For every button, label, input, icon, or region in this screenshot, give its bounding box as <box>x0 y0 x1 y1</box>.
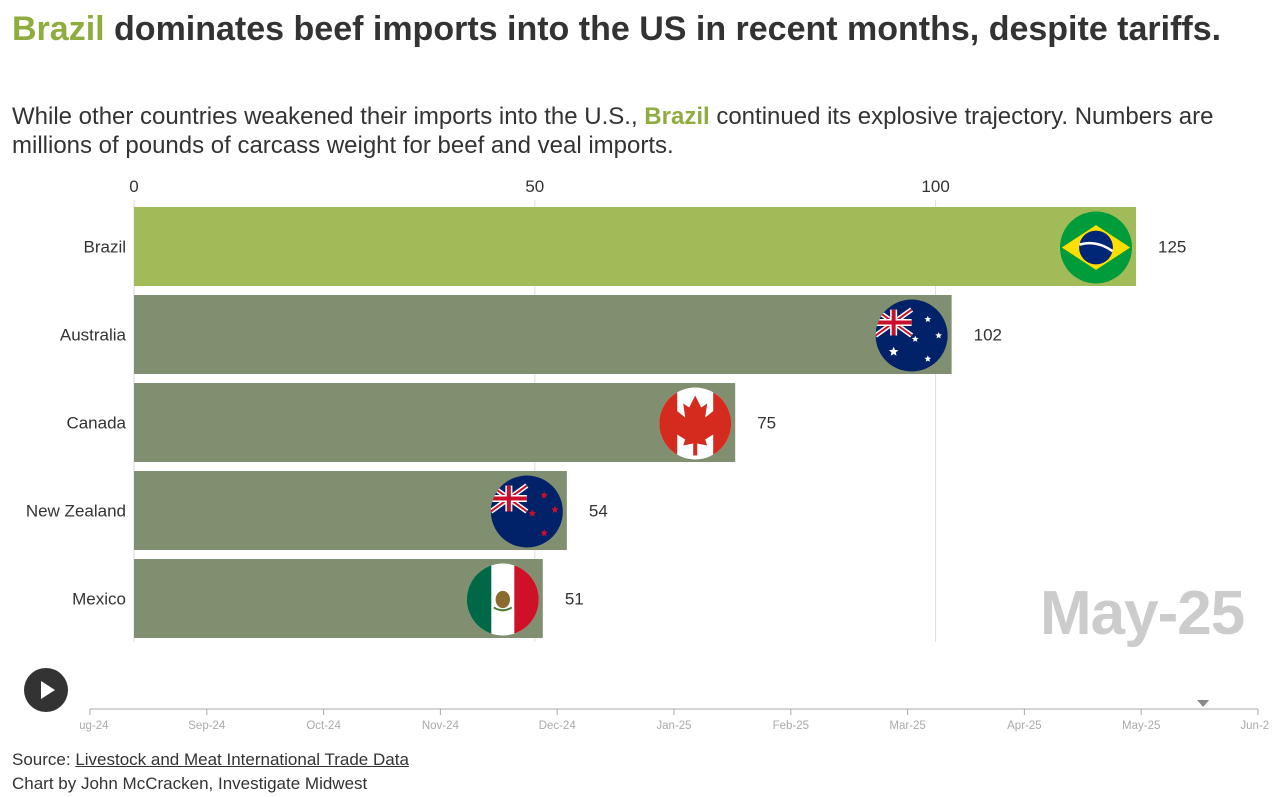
timeline-tick-label: Mar-25 <box>889 720 925 732</box>
flag-star <box>924 355 932 362</box>
bar <box>134 207 1136 286</box>
title-highlight: Brazil <box>12 10 105 48</box>
flag-star <box>924 315 932 323</box>
chart-title: Brazil dominates beef imports into the U… <box>12 8 1252 50</box>
x-tick-label: 50 <box>525 177 544 196</box>
union-jack-cross-red <box>490 485 527 512</box>
maple-leaf-icon <box>669 395 722 456</box>
value-label: 51 <box>565 590 584 609</box>
timeline-tick-label: Jun-25 <box>1240 720 1270 732</box>
flag-star <box>935 332 942 339</box>
bar <box>134 383 736 462</box>
category-label: Australia <box>60 326 127 345</box>
flag-star <box>888 346 899 356</box>
flag-star <box>540 491 548 499</box>
play-button[interactable] <box>24 668 68 712</box>
timeline-tick-label: Aug-24 <box>80 720 109 732</box>
title-text: dominates beef imports into the US in re… <box>104 10 1222 48</box>
category-label: Mexico <box>72 590 126 609</box>
value-label: 75 <box>757 414 776 433</box>
bar-chart: 0 50 100 Brazil 125 Australia 102 Canada 75 New Z… <box>26 177 1186 642</box>
subtitle-text-start: While other countries weakened their imp… <box>12 103 645 130</box>
timeline-tick-label: Jan-25 <box>656 720 691 732</box>
timeline-tick-label: Feb-25 <box>773 720 809 732</box>
emblem-wreath <box>493 606 513 612</box>
flag-band <box>1079 241 1114 253</box>
source-link[interactable]: Livestock and Meat International Trade D… <box>75 750 409 769</box>
timeline-tick-label: Oct-24 <box>306 720 341 732</box>
eagle-emblem <box>495 590 511 609</box>
x-tick-label: 100 <box>921 177 949 196</box>
flag-star <box>551 505 559 513</box>
timeline-tick-label: Apr-25 <box>1007 720 1042 732</box>
flag-globe <box>1079 230 1113 265</box>
mexico-flag-icon <box>466 563 539 636</box>
timeline-tick-label: Sep-24 <box>188 720 226 732</box>
value-label: 125 <box>1158 238 1186 257</box>
chart-subtitle: While other countries weakened their imp… <box>12 102 1262 160</box>
source-line: Source: Livestock and Meat International… <box>12 749 409 771</box>
flag-star <box>528 509 537 517</box>
union-jack-cross-red <box>875 309 912 336</box>
category-label: Brazil <box>83 238 126 257</box>
source-prefix: Source: <box>12 750 76 769</box>
period-watermark: May-25 <box>1040 579 1245 648</box>
new-zealand-flag-icon <box>490 475 563 548</box>
chart-credit: Chart by John McCracken, Investigate Mid… <box>12 774 368 793</box>
timeline-slider[interactable]: Aug-24 Sep-24 Oct-24 Nov-24 Dec-24 Jan-25 Feb-… <box>80 690 1270 740</box>
timeline-tick-label: Nov-24 <box>422 720 460 732</box>
flag-star <box>540 529 548 537</box>
value-label: 54 <box>589 502 608 521</box>
category-label: New Zealand <box>26 502 126 521</box>
timeline-handle[interactable] <box>1197 700 1210 707</box>
play-icon <box>41 681 55 699</box>
bar <box>134 295 952 374</box>
value-label: 102 <box>974 326 1002 345</box>
timeline-tick-label: Dec-24 <box>539 720 577 732</box>
subtitle-highlight: Brazil <box>644 103 710 130</box>
x-tick-label: 0 <box>129 177 138 196</box>
australia-flag-icon <box>875 299 948 372</box>
flag-star <box>911 335 919 342</box>
canada-flag-icon <box>659 387 732 460</box>
timeline-tick-label: May-25 <box>1122 720 1160 732</box>
brazil-flag-icon <box>1060 211 1132 284</box>
subtitle-text-end: continued its explosive trajectory. Numb… <box>12 103 1214 159</box>
category-label: Canada <box>66 414 126 433</box>
